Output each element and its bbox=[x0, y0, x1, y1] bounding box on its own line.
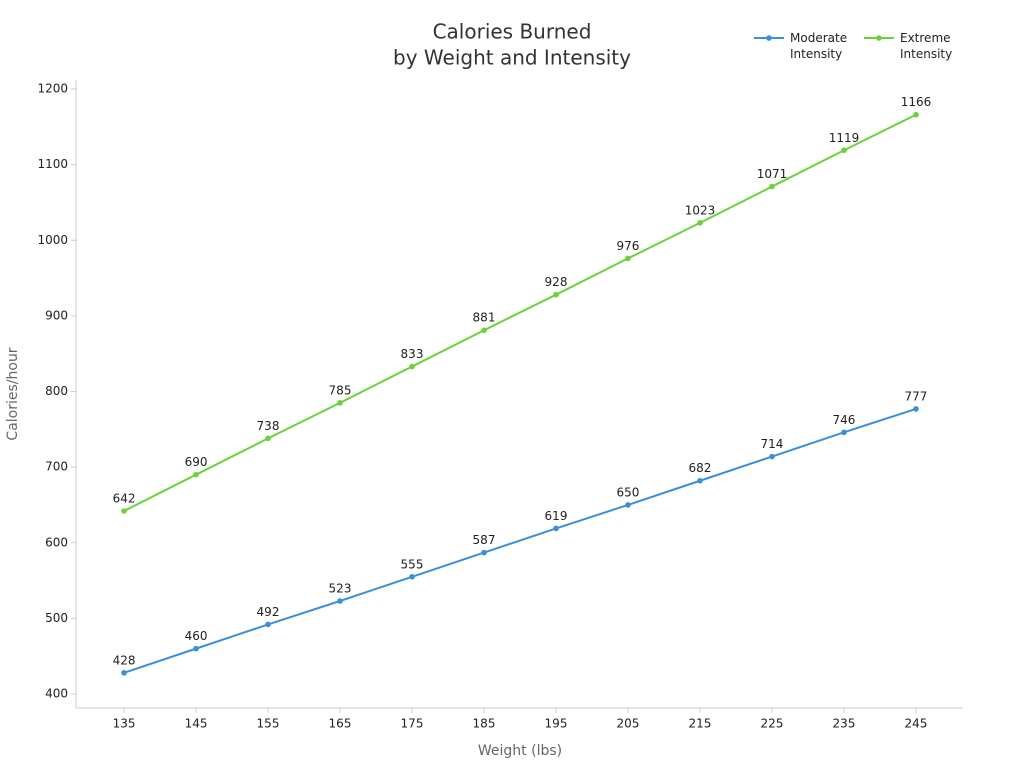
data-label: 881 bbox=[473, 311, 496, 325]
data-point bbox=[553, 525, 559, 532]
legend-label: Moderate Intensity bbox=[790, 31, 848, 61]
data-label: 682 bbox=[689, 461, 712, 475]
data-label: 976 bbox=[617, 239, 640, 253]
data-point bbox=[409, 573, 415, 580]
chart-title: Calories Burned bbox=[433, 20, 592, 44]
data-label: 1166 bbox=[901, 95, 932, 109]
data-point bbox=[769, 183, 775, 190]
data-label: 428 bbox=[113, 653, 136, 667]
data-label: 642 bbox=[113, 491, 136, 505]
x-tick-label: 155 bbox=[257, 717, 280, 731]
y-axis-label: Calories/hour bbox=[5, 347, 21, 440]
data-label: 1023 bbox=[685, 203, 716, 217]
data-point bbox=[121, 508, 127, 514]
y-tick-label: 1000 bbox=[37, 233, 68, 247]
data-label: 785 bbox=[329, 383, 352, 397]
data-label: 690 bbox=[185, 455, 208, 469]
y-tick-label: 700 bbox=[45, 460, 68, 474]
y-tick-label: 500 bbox=[45, 611, 68, 625]
data-label: 738 bbox=[257, 419, 280, 433]
y-tick-label: 1200 bbox=[37, 81, 68, 95]
x-tick-label: 135 bbox=[113, 717, 136, 731]
data-point bbox=[193, 645, 199, 652]
data-point bbox=[265, 621, 271, 628]
y-tick-label: 900 bbox=[45, 308, 68, 322]
series-line bbox=[123, 407, 917, 674]
data-label: 555 bbox=[401, 557, 424, 571]
data-point bbox=[553, 291, 559, 298]
x-tick-label: 175 bbox=[401, 717, 424, 731]
x-tick-label: 215 bbox=[689, 717, 712, 731]
data-label: 777 bbox=[905, 389, 928, 403]
data-point bbox=[697, 220, 703, 226]
data-point bbox=[841, 429, 847, 436]
data-point bbox=[625, 255, 631, 262]
data-point bbox=[481, 549, 487, 556]
legend-item[interactable]: Moderate Intensity bbox=[754, 30, 852, 62]
data-point bbox=[481, 327, 487, 334]
data-label: 650 bbox=[617, 485, 640, 499]
x-tick-label: 195 bbox=[545, 717, 568, 731]
x-tick-label: 165 bbox=[329, 717, 352, 731]
x-tick-label: 245 bbox=[905, 717, 928, 731]
x-tick-label: 235 bbox=[833, 717, 856, 731]
data-point bbox=[337, 598, 343, 604]
legend: Moderate Intensity Extreme Intensity bbox=[754, 30, 962, 62]
data-point bbox=[409, 363, 415, 370]
legend-swatch bbox=[864, 35, 894, 41]
data-point bbox=[121, 670, 127, 676]
data-label: 1071 bbox=[757, 167, 788, 181]
y-tick-label: 400 bbox=[45, 687, 68, 701]
legend-label: Extreme Intensity bbox=[900, 31, 953, 61]
data-label: 1119 bbox=[829, 131, 860, 145]
data-label: 928 bbox=[545, 275, 568, 289]
data-point bbox=[841, 147, 847, 154]
data-point bbox=[697, 477, 703, 484]
y-tick-label: 800 bbox=[45, 384, 68, 398]
series-line bbox=[123, 113, 917, 512]
data-label: 746 bbox=[833, 413, 856, 427]
y-tick-label: 1100 bbox=[37, 157, 68, 171]
data-label: 714 bbox=[761, 437, 784, 451]
data-point bbox=[337, 400, 343, 406]
x-tick-label: 145 bbox=[185, 717, 208, 731]
data-label: 619 bbox=[545, 509, 568, 523]
data-point bbox=[913, 111, 919, 118]
data-label: 587 bbox=[473, 533, 496, 547]
x-tick-label: 225 bbox=[761, 717, 784, 731]
data-point bbox=[625, 502, 631, 508]
x-tick-label: 185 bbox=[473, 717, 496, 731]
y-tick-label: 600 bbox=[45, 535, 68, 549]
data-label: 492 bbox=[257, 605, 280, 619]
legend-item[interactable]: Extreme Intensity bbox=[864, 30, 962, 62]
data-point bbox=[265, 435, 271, 442]
data-point bbox=[193, 471, 199, 478]
legend-swatch bbox=[754, 35, 784, 41]
data-point bbox=[769, 453, 775, 460]
data-point bbox=[913, 406, 919, 412]
chart-title: by Weight and Intensity bbox=[393, 46, 631, 70]
data-label: 833 bbox=[401, 347, 424, 361]
x-axis-label: Weight (lbs) bbox=[478, 743, 562, 759]
data-label: 523 bbox=[329, 581, 352, 595]
x-tick-label: 205 bbox=[617, 717, 640, 731]
data-label: 460 bbox=[185, 629, 208, 643]
